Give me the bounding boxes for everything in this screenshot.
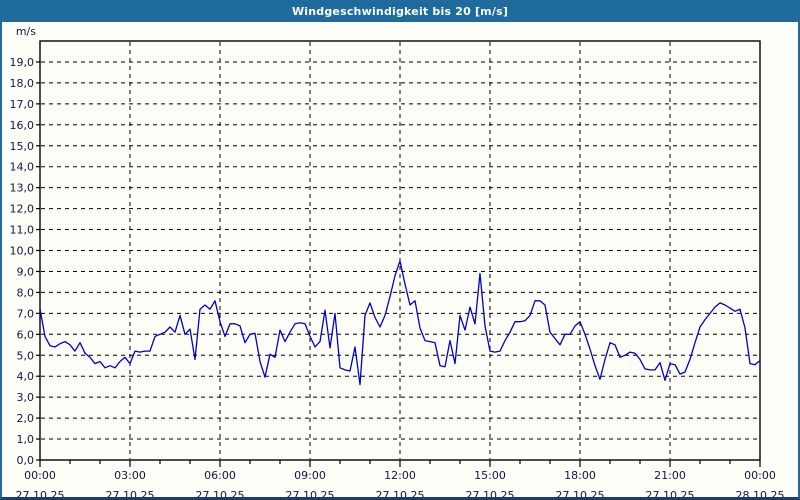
y-tick-label: 6,0 [17, 328, 35, 341]
x-tick-date: 28.10.25 [736, 489, 785, 497]
x-tick-time: 18:00 [564, 469, 596, 482]
y-tick-label: 3,0 [17, 391, 35, 404]
x-tick-time: 15:00 [474, 469, 506, 482]
y-tick-label: 11,0 [10, 224, 35, 237]
y-tick-label: 15,0 [10, 140, 35, 153]
x-tick-time: 03:00 [114, 469, 146, 482]
title-bar: Windgeschwindigkeit bis 20 [m/s] [2, 0, 798, 22]
y-tick-label: 17,0 [10, 98, 35, 111]
x-tick-time: 09:00 [294, 469, 326, 482]
x-axis-labels: 00:00 27.10.25 03:00 27.10.25 06:00 27.10.25 0… [16, 469, 785, 497]
y-tick-label: 12,0 [10, 203, 35, 216]
y-tick-label: 18,0 [10, 77, 35, 90]
y-tick-label: 2,0 [17, 412, 35, 425]
y-tick-label: 0,0 [17, 454, 35, 467]
x-tick-date: 27.10.25 [376, 489, 425, 497]
chart-area: 0,0 1,0 2,0 3,0 4,0 5,0 6,0 7,0 8,0 9,0 10,0 11,0 12… [2, 22, 798, 497]
x-axis-ticks [39, 460, 761, 467]
x-tick-date: 27.10.25 [646, 489, 695, 497]
wind-speed-chart: 0,0 1,0 2,0 3,0 4,0 5,0 6,0 7,0 8,0 9,0 10,0 11,0 12… [10, 25, 785, 497]
x-tick-date: 27.10.25 [556, 489, 605, 497]
y-tick-label: 4,0 [17, 370, 35, 383]
x-tick-date: 27.10.25 [16, 489, 65, 497]
x-tick-time: 21:00 [654, 469, 686, 482]
x-tick-time: 00:00 [24, 469, 56, 482]
x-tick-date: 27.10.25 [106, 489, 155, 497]
y-tick-label: 13,0 [10, 182, 35, 195]
y-tick-label: 14,0 [10, 161, 35, 174]
gridlines [41, 42, 759, 459]
y-tick-label: 10,0 [10, 245, 35, 258]
x-tick-time: 00:00 [744, 469, 776, 482]
x-tick-time: 06:00 [204, 469, 236, 482]
x-tick-date: 27.10.25 [466, 489, 515, 497]
y-tick-label: 9,0 [17, 265, 35, 278]
series-line-windspeed [39, 260, 761, 386]
y-tick-label: 5,0 [17, 349, 35, 362]
x-tick-date: 27.10.25 [286, 489, 335, 497]
y-axis-labels: 0,0 1,0 2,0 3,0 4,0 5,0 6,0 7,0 8,0 9,0 10,0 11,0 12… [10, 25, 40, 467]
y-axis-unit: m/s [16, 25, 36, 38]
x-tick-time: 12:00 [384, 469, 416, 482]
window-title: Windgeschwindigkeit bis 20 [m/s] [291, 4, 509, 18]
y-tick-label: 19,0 [10, 56, 35, 69]
y-tick-label: 16,0 [10, 119, 35, 132]
y-tick-label: 8,0 [17, 286, 35, 299]
y-tick-label: 7,0 [17, 307, 35, 320]
y-tick-label: 1,0 [17, 433, 35, 446]
x-tick-date: 27.10.25 [196, 489, 245, 497]
